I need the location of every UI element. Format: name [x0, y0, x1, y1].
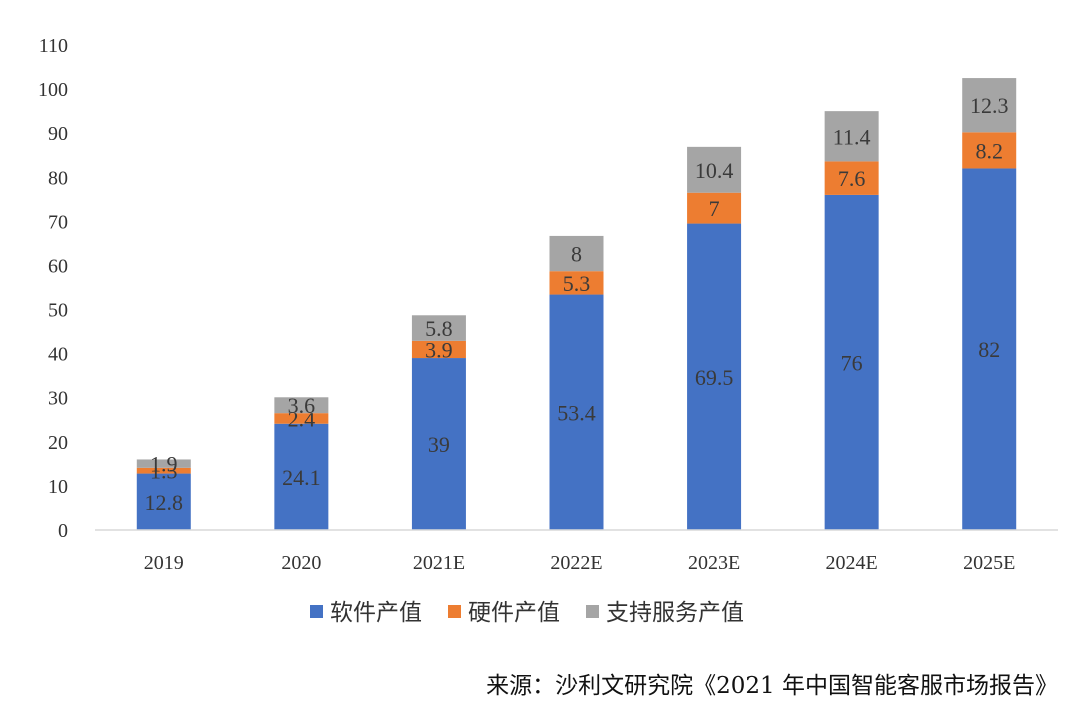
- y-tick-label: 0: [58, 520, 68, 542]
- data-label: 8: [571, 242, 582, 267]
- y-tick-label: 70: [48, 211, 68, 233]
- bar-segment: [687, 192, 742, 224]
- legend-label: 软件产值: [330, 600, 422, 626]
- bar-segment: [549, 294, 604, 530]
- data-label: 76: [841, 350, 863, 375]
- x-tick-label: 2024E: [826, 552, 878, 574]
- legend-swatch: [448, 605, 461, 618]
- bar-segment: [274, 413, 329, 424]
- data-label: 1.9: [150, 452, 178, 477]
- bar-segment: [824, 161, 879, 195]
- x-tick-label: 2023E: [688, 552, 740, 574]
- data-label: 8.2: [975, 138, 1003, 163]
- source-note: 来源：沙利文研究院《2021 年中国智能客服市场报告》: [486, 673, 1058, 699]
- y-tick-label: 20: [48, 432, 68, 454]
- bars: 12.81.31.924.12.43.6393.95.853.45.3869.5…: [136, 78, 1017, 531]
- x-tick-label: 2021E: [413, 552, 465, 574]
- data-label: 10.4: [695, 158, 734, 183]
- y-tick-label: 40: [48, 344, 68, 366]
- legend-swatch: [310, 605, 323, 618]
- data-label: 7.6: [838, 166, 866, 191]
- bar-segment: [962, 168, 1017, 531]
- bar-segment: [549, 235, 604, 272]
- y-tick-label: 30: [48, 388, 68, 410]
- bar-segment: [687, 223, 742, 530]
- x-tick-label: 2020: [281, 552, 321, 574]
- data-label: 11.4: [833, 124, 871, 149]
- bar-segment: [411, 340, 466, 359]
- data-label: 39: [428, 432, 450, 457]
- bar-segment: [549, 271, 604, 295]
- legend-label: 支持服务产值: [606, 600, 744, 626]
- x-tick-label: 2025E: [963, 552, 1015, 574]
- data-label: 69.5: [695, 365, 734, 390]
- bar-segment: [274, 423, 329, 530]
- y-tick-label: 110: [39, 35, 68, 57]
- y-tick-label: 10: [48, 476, 68, 498]
- bar-segment: [962, 78, 1017, 133]
- data-label: 12.3: [970, 93, 1009, 118]
- data-label: 12.8: [145, 490, 184, 515]
- x-tick-label: 2019: [144, 552, 184, 574]
- y-tick-label: 100: [38, 79, 68, 101]
- bar-segment: [411, 358, 466, 530]
- data-label: 53.4: [557, 400, 596, 425]
- data-label: 3.6: [288, 393, 316, 418]
- y-tick-label: 90: [48, 123, 68, 145]
- legend: 软件产值 硬件产值 支持服务产值: [310, 600, 744, 626]
- y-tick-label: 50: [48, 300, 68, 322]
- bar-segment: [136, 473, 191, 530]
- data-label: 5.8: [425, 316, 453, 341]
- x-axis: 2019 2020 2021E 2022E 2023E 2024E 2025E: [144, 552, 1016, 574]
- y-axis: 0 10 20 30 40 50 60 70 80 90 100 110: [38, 35, 68, 542]
- bar-segment: [824, 194, 879, 530]
- data-label: 3.9: [425, 337, 453, 362]
- y-tick-label: 60: [48, 255, 68, 277]
- bar-segment: [824, 111, 879, 162]
- bar-segment: [274, 397, 329, 414]
- bar-segment: [687, 146, 742, 193]
- data-label: 24.1: [282, 465, 321, 490]
- y-tick-label: 80: [48, 167, 68, 189]
- legend-label: 硬件产值: [468, 600, 560, 626]
- bar-segment: [962, 132, 1017, 169]
- data-label: 5.3: [563, 271, 591, 296]
- x-tick-label: 2022E: [550, 552, 602, 574]
- data-label: 82: [978, 337, 1000, 362]
- legend-swatch: [586, 605, 599, 618]
- bar-segment: [136, 459, 191, 468]
- bar-segment: [411, 315, 466, 341]
- bar-segment: [136, 467, 191, 474]
- data-label: 7: [709, 196, 720, 221]
